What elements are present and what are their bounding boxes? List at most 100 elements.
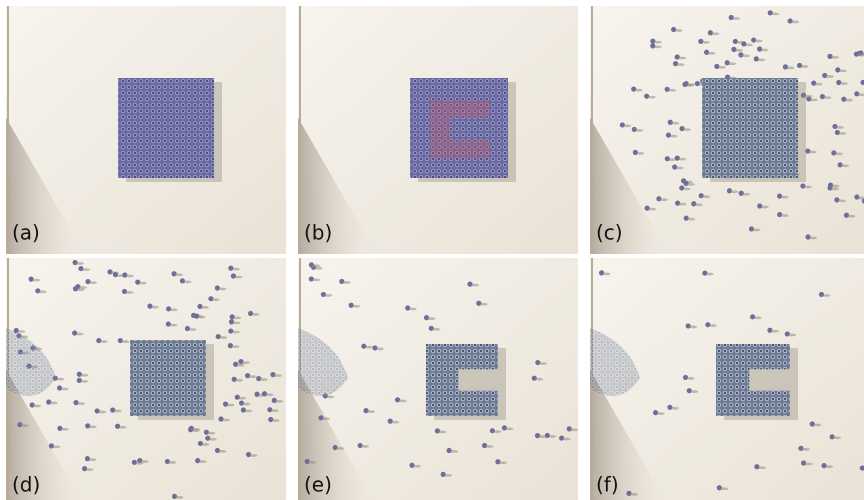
robot-shadow: [234, 276, 242, 279]
panel: (b): [298, 6, 578, 254]
figure: (a)(b)(c)(d)(e)(f): [0, 0, 864, 500]
robot-shadow: [252, 313, 260, 316]
robot-shadow: [669, 135, 677, 138]
robot-shadow: [233, 321, 241, 324]
robot-shadow: [702, 41, 710, 44]
robot-shadow: [232, 268, 240, 271]
robot-shadow: [683, 128, 691, 131]
robot-shadow: [709, 324, 717, 327]
robot-shadow: [635, 89, 643, 92]
robot-shadow: [266, 393, 274, 396]
robot-shadow: [231, 345, 239, 348]
robot-shadow: [826, 75, 834, 78]
robot-shadow: [192, 428, 200, 431]
robot-shadow: [757, 58, 765, 61]
robot-shadow: [623, 125, 631, 128]
robot-shadow: [222, 419, 230, 422]
robot-shadow: [376, 348, 384, 351]
robot-shadow: [61, 388, 69, 391]
robot-shadow: [209, 438, 217, 441]
robot-shadow: [677, 63, 685, 66]
panel: (f): [590, 258, 864, 500]
robot-shadow: [61, 428, 69, 431]
robot-shadow: [654, 46, 662, 49]
robot-shadow: [272, 419, 280, 422]
robot-shadow: [823, 294, 831, 297]
robot-shadow: [168, 461, 176, 464]
robot-shadow: [835, 152, 843, 155]
robot-shadow: [839, 70, 847, 73]
robot-shadow: [742, 193, 750, 196]
robot-shadow: [771, 330, 779, 333]
robot-shadow: [603, 272, 611, 275]
robot-shadow: [671, 122, 679, 125]
robot-shadow: [771, 12, 779, 15]
robot-shadow: [250, 454, 258, 457]
robot-shadow: [683, 188, 691, 191]
robot-shadow: [21, 424, 29, 427]
robot-shadow: [687, 83, 695, 86]
panel-label: (e): [304, 473, 332, 497]
robot-shadow: [702, 195, 710, 198]
robot-shadow: [499, 461, 507, 464]
robot-shadow: [438, 430, 446, 433]
robot-shadow: [833, 436, 841, 439]
robot-shadow: [432, 328, 440, 331]
robot-shadow: [841, 164, 849, 167]
robot-shadow: [183, 281, 191, 284]
robot-shadow: [76, 262, 84, 265]
robot-shadow: [135, 462, 143, 465]
robot-shadow: [823, 96, 831, 99]
robot-shadow: [648, 96, 656, 99]
robot-shadow: [786, 66, 794, 69]
robot-shadow: [720, 487, 728, 490]
robot-shadow: [343, 281, 351, 284]
robot-shadow: [676, 167, 684, 170]
robot-shadow: [689, 326, 697, 329]
robot-shadow: [732, 17, 740, 20]
panels: (a)(b)(c)(d)(e)(f): [6, 6, 864, 500]
robot-shadow: [657, 412, 665, 415]
robot-shadow: [126, 291, 134, 294]
robot-shadow: [308, 461, 316, 464]
robot-shadow: [391, 421, 399, 424]
robot-shadow: [840, 82, 848, 85]
robot-shadow: [845, 99, 853, 102]
robot-shadow: [218, 450, 226, 453]
robot-shadow: [232, 331, 240, 334]
robot-shadow: [17, 330, 25, 333]
robot-shadow: [450, 450, 458, 453]
robot-shadow: [169, 324, 177, 327]
robot-shadow: [486, 445, 494, 448]
swarm: [702, 78, 798, 178]
robot-shadow: [788, 334, 796, 337]
robot-shadow: [711, 32, 719, 35]
robot-shadow: [742, 54, 750, 57]
robot-shadow: [52, 445, 60, 448]
robot-shadow: [86, 468, 94, 471]
robot-shadow: [679, 203, 687, 206]
robot-shadow: [838, 132, 846, 135]
panel-label: (c): [596, 221, 623, 245]
robot-shadow: [151, 306, 159, 309]
robot-shadow: [98, 411, 106, 414]
robot-shadow: [690, 390, 698, 393]
robot-shadow: [218, 288, 226, 291]
robot-shadow: [548, 435, 556, 438]
swarm: [118, 78, 214, 178]
robot-shadow: [752, 229, 760, 232]
robot-shadow: [718, 66, 726, 69]
robot-shadow: [706, 273, 714, 276]
robot-shadow: [728, 62, 736, 65]
robot-shadow: [219, 336, 227, 339]
robot-shadow: [77, 402, 85, 405]
robot-shadow: [809, 237, 817, 240]
robot-shadow: [324, 294, 332, 297]
panel-label: (f): [596, 473, 619, 497]
robot-shadow: [505, 428, 513, 431]
robot-shadow: [758, 466, 766, 469]
robot-shadow: [235, 379, 243, 382]
robot-shadow: [539, 362, 547, 365]
robot-shadow: [121, 340, 129, 343]
robot-shadow: [89, 425, 97, 428]
